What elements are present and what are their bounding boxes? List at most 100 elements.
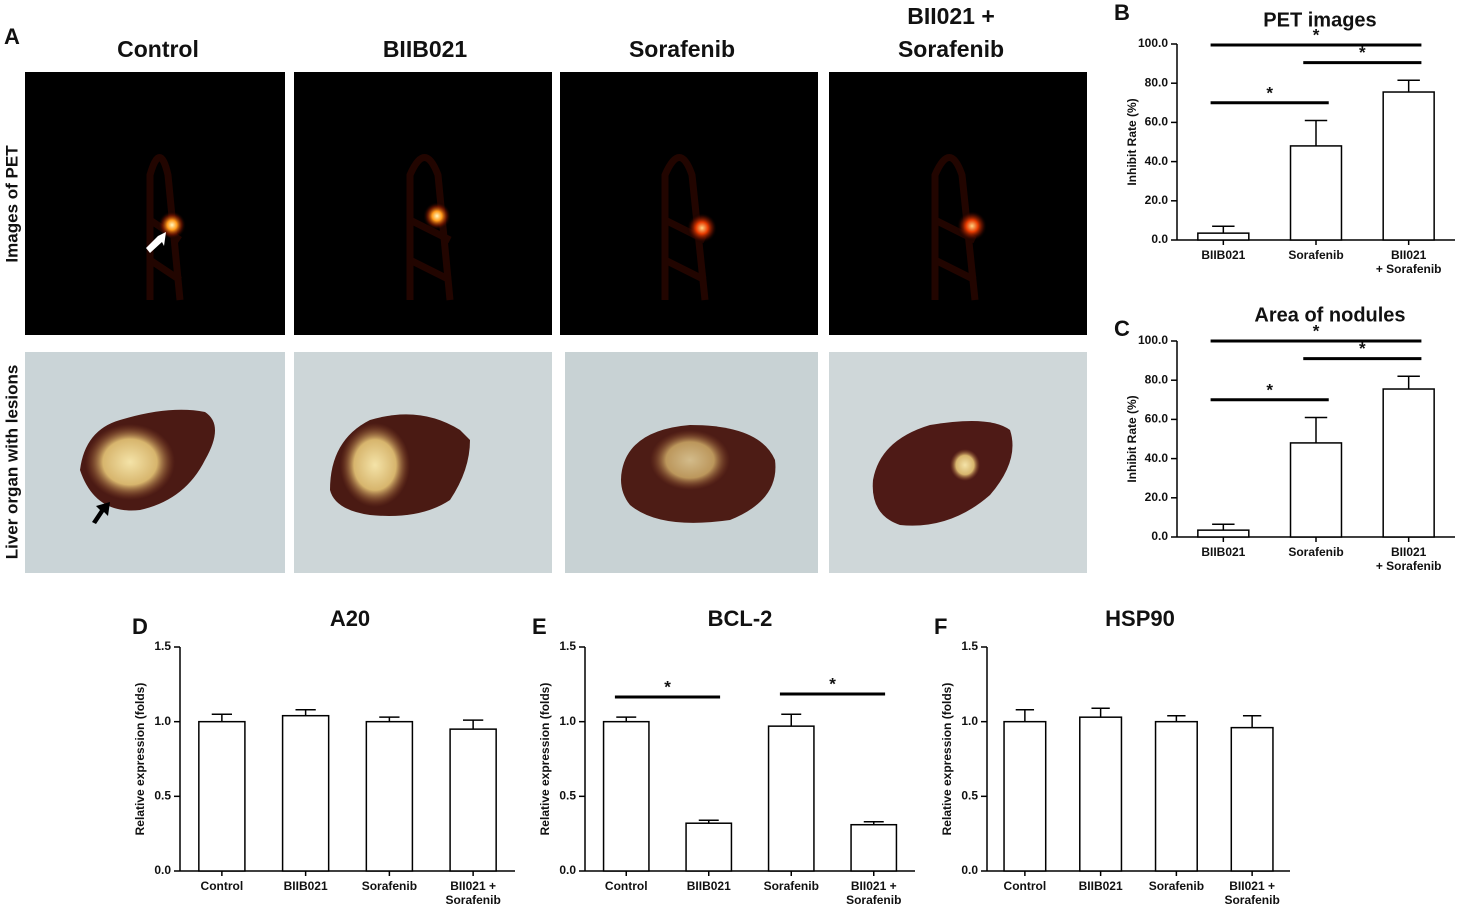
bar xyxy=(1289,442,1343,538)
bar xyxy=(1382,91,1435,241)
y-tick-label: 0.0 xyxy=(1151,232,1168,246)
bar xyxy=(1154,720,1198,872)
chart-title: HSP90 xyxy=(1105,606,1175,631)
x-tick-label: Sorafenib xyxy=(1224,893,1279,907)
bar xyxy=(1382,388,1435,538)
bar xyxy=(198,720,246,872)
pet-image xyxy=(829,72,1087,335)
bar xyxy=(685,822,733,872)
x-tick-label: BII021 + xyxy=(851,879,897,893)
bar xyxy=(449,728,497,872)
x-tick-label: + Sorafenib xyxy=(1376,559,1442,573)
y-tick-label: 60.0 xyxy=(1145,412,1169,426)
y-tick-label: 1.5 xyxy=(961,639,978,653)
x-tick-label: + Sorafenib xyxy=(1376,262,1442,276)
pet-image xyxy=(294,72,552,335)
panel-letter: E xyxy=(532,614,547,639)
x-tick-label: Control xyxy=(605,879,648,893)
chart-title: PET images xyxy=(1263,9,1376,31)
y-tick-label: 40.0 xyxy=(1145,154,1169,168)
panel-letter: F xyxy=(934,614,947,639)
column-title: Sorafenib xyxy=(898,36,1004,62)
y-tick-label: 20.0 xyxy=(1145,490,1169,504)
y-tick-label: 60.0 xyxy=(1145,115,1169,129)
bar xyxy=(1197,529,1250,538)
significance-label: * xyxy=(1313,25,1320,44)
y-tick-label: 0.0 xyxy=(559,863,576,877)
y-tick-label: 0.5 xyxy=(559,789,576,803)
bar xyxy=(1197,232,1250,241)
y-tick-label: 1.5 xyxy=(154,639,171,653)
arrow xyxy=(92,502,110,524)
y-tick-label: 40.0 xyxy=(1145,451,1169,465)
row-label: Images of PET xyxy=(2,145,21,263)
y-tick-label: 100.0 xyxy=(1138,333,1168,347)
y-tick-label: 0.5 xyxy=(154,789,171,803)
panel-letter: D xyxy=(132,614,148,639)
x-tick-label: BII021 xyxy=(1391,248,1427,262)
y-tick-label: 1.5 xyxy=(559,639,576,653)
chart-title: BCL-2 xyxy=(708,606,773,631)
y-tick-label: 0.0 xyxy=(961,863,978,877)
pet-image xyxy=(25,72,285,335)
significance-label: * xyxy=(1359,339,1366,358)
y-tick-label: 100.0 xyxy=(1138,36,1168,50)
y-tick-label: 1.0 xyxy=(961,714,978,728)
column-title: BII021 + xyxy=(907,3,995,29)
row-label: Liver organ with lesions xyxy=(2,365,21,560)
x-tick-label: BII021 + xyxy=(450,879,496,893)
y-axis-label: Inhibit Rate (%) xyxy=(1125,98,1139,185)
column-title: Control xyxy=(117,36,199,62)
x-tick-label: Control xyxy=(1004,879,1047,893)
bar xyxy=(1230,726,1274,872)
liver-photos xyxy=(25,352,1087,573)
x-tick-label: BIIB021 xyxy=(1201,248,1245,262)
x-tick-label: BIIB021 xyxy=(284,879,328,893)
chart-title: Area of nodules xyxy=(1254,304,1405,326)
x-tick-label: Sorafenib xyxy=(764,879,819,893)
x-tick-label: BII021 xyxy=(1391,545,1427,559)
y-tick-label: 80.0 xyxy=(1145,75,1169,89)
y-axis-label: Relative expression (folds) xyxy=(940,683,954,836)
bar xyxy=(1079,716,1123,872)
y-tick-label: 0.0 xyxy=(1151,529,1168,543)
y-tick-label: 0.5 xyxy=(961,789,978,803)
significance-label: * xyxy=(1313,321,1320,340)
pet-images xyxy=(25,72,1087,335)
x-tick-label: BIIB021 xyxy=(687,879,731,893)
y-tick-label: 80.0 xyxy=(1145,372,1169,386)
y-axis-label: Relative expression (folds) xyxy=(538,683,552,836)
x-tick-label: Sorafenib xyxy=(846,893,901,907)
bar xyxy=(365,720,414,872)
x-tick-label: BIIB021 xyxy=(1201,545,1245,559)
column-title: BIIB021 xyxy=(383,36,468,62)
bar xyxy=(1289,145,1343,241)
bar xyxy=(602,720,650,872)
chart-title: A20 xyxy=(330,606,370,631)
significance-label: * xyxy=(1266,83,1273,102)
x-tick-label: Sorafenib xyxy=(362,879,417,893)
bar xyxy=(767,725,815,872)
panel-letter: B xyxy=(1114,0,1130,25)
significance-label: * xyxy=(664,678,671,697)
y-tick-label: 20.0 xyxy=(1145,193,1169,207)
significance-label: * xyxy=(1359,43,1366,62)
y-tick-label: 1.0 xyxy=(154,714,171,728)
y-tick-label: 1.0 xyxy=(559,714,576,728)
arrow xyxy=(146,232,166,253)
x-tick-label: Sorafenib xyxy=(1288,248,1343,262)
y-axis-label: Inhibit Rate (%) xyxy=(1125,395,1139,482)
bar xyxy=(1003,720,1047,872)
column-title: Sorafenib xyxy=(629,36,735,62)
y-axis-label: Relative expression (folds) xyxy=(133,683,147,836)
y-tick-label: 0.0 xyxy=(154,863,171,877)
panel-letter: A xyxy=(4,24,20,49)
pet-image xyxy=(560,72,818,335)
x-tick-label: BII021 + xyxy=(1229,879,1275,893)
bar xyxy=(281,714,330,872)
x-tick-label: Sorafenib xyxy=(1288,545,1343,559)
significance-label: * xyxy=(829,675,836,694)
bar xyxy=(850,823,898,872)
